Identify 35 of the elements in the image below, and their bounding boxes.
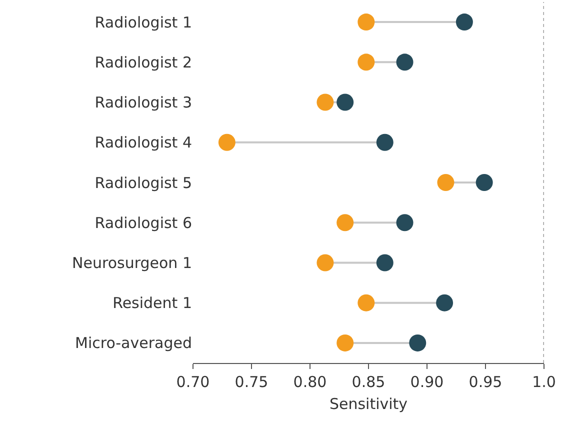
y-tick-label: Radiologist 1 [94,13,192,32]
point [336,214,354,232]
point [358,14,375,31]
x-tick-label: 0.90 [410,373,444,391]
point [476,174,493,191]
point [396,214,414,232]
y-tick-label: Radiologist 5 [94,174,192,192]
point [358,54,375,71]
point [376,134,394,151]
y-tick-label: Radiologist 3 [94,94,192,112]
point [336,334,354,352]
x-axis-title: Sensitivity [329,395,408,413]
x-tick-label: 0.95 [468,373,502,391]
point [316,94,334,111]
y-tick-label: Radiologist 2 [94,53,192,72]
y-tick-label: Micro-averaged [75,334,192,352]
y-tick-label: Radiologist 4 [94,134,192,152]
y-tick-label: Neurosurgeon 1 [72,254,192,272]
point [218,134,236,151]
y-tick-label: Radiologist 6 [94,214,192,232]
x-tick-label: 0.80 [293,373,327,391]
point [336,94,354,111]
point [376,254,394,272]
point [358,294,375,312]
y-tick-label: Resident 1 [112,294,192,312]
point [436,294,454,312]
point [409,334,426,352]
point [456,14,473,31]
point [437,174,454,191]
x-tick-label: 0.70 [176,373,210,391]
x-tick-label: 0.85 [352,373,386,391]
x-tick-label: 1.0 [532,373,556,391]
point [316,254,334,272]
point [396,54,414,71]
x-tick-label: 0.75 [234,373,268,391]
